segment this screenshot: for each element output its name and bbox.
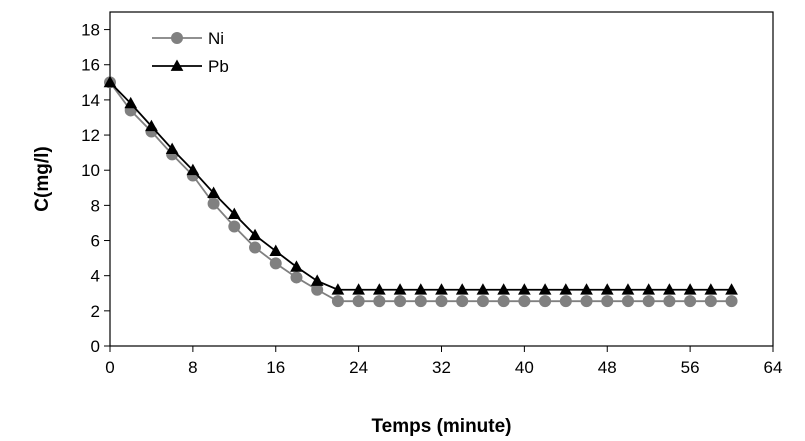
data-point-pb bbox=[621, 283, 635, 295]
data-point-pb bbox=[559, 283, 573, 295]
y-tick-label: 12 bbox=[81, 126, 100, 145]
data-point-pb bbox=[310, 274, 324, 286]
x-tick-label: 48 bbox=[598, 358, 617, 377]
data-point-pb bbox=[372, 283, 386, 295]
y-tick-label: 10 bbox=[81, 161, 100, 180]
y-tick-label: 14 bbox=[81, 91, 100, 110]
data-point-pb bbox=[435, 283, 448, 295]
legend-label-ni: Ni bbox=[208, 29, 224, 48]
data-point-ni bbox=[518, 295, 531, 308]
data-point-ni bbox=[663, 295, 676, 308]
x-tick-label: 8 bbox=[188, 358, 197, 377]
data-point-ni bbox=[269, 257, 282, 270]
data-point-ni bbox=[414, 295, 427, 308]
data-point-ni bbox=[476, 295, 489, 308]
data-point-pb bbox=[518, 283, 531, 295]
x-tick-label: 32 bbox=[432, 358, 451, 377]
data-point-pb bbox=[414, 283, 428, 295]
x-axis-title: Temps (minute) bbox=[371, 416, 511, 437]
data-point-ni bbox=[725, 295, 738, 308]
series-layer bbox=[103, 75, 738, 308]
data-point-ni bbox=[580, 295, 593, 308]
data-point-pb bbox=[352, 283, 365, 295]
y-tick-label: 18 bbox=[81, 21, 100, 40]
data-point-pb bbox=[331, 283, 345, 295]
x-tick-label: 40 bbox=[515, 358, 534, 377]
data-point-ni bbox=[539, 295, 552, 308]
series-ni bbox=[104, 76, 738, 308]
data-point-pb bbox=[269, 244, 283, 256]
data-point-pb bbox=[497, 283, 511, 295]
data-point-pb bbox=[186, 163, 200, 176]
y-tick-label: 8 bbox=[91, 196, 100, 215]
data-point-pb bbox=[683, 283, 697, 295]
data-point-ni bbox=[352, 295, 365, 308]
legend-item-pb: Pb bbox=[152, 57, 229, 76]
data-point-ni bbox=[394, 295, 407, 308]
data-point-ni bbox=[249, 241, 262, 254]
data-point-ni bbox=[435, 295, 448, 308]
data-point-pb bbox=[248, 228, 262, 241]
legend-label-pb: Pb bbox=[208, 57, 229, 76]
data-point-pb bbox=[227, 207, 241, 220]
data-point-pb bbox=[704, 283, 718, 295]
data-point-pb bbox=[725, 283, 738, 295]
data-point-ni bbox=[704, 295, 717, 308]
data-point-pb bbox=[145, 119, 158, 132]
data-point-pb bbox=[580, 283, 593, 295]
data-point-pb bbox=[642, 283, 656, 295]
data-point-pb bbox=[393, 283, 407, 295]
series-line-pb bbox=[109, 81, 732, 291]
legend-marker-pb bbox=[170, 59, 184, 71]
y-tick-label: 16 bbox=[81, 56, 100, 75]
data-point-ni bbox=[621, 295, 634, 308]
data-point-ni bbox=[456, 295, 469, 308]
legend: Ni Pb bbox=[152, 29, 229, 76]
x-tick-label: 16 bbox=[266, 358, 285, 377]
data-point-pb bbox=[538, 283, 552, 295]
x-tick-label: 0 bbox=[105, 358, 114, 377]
data-point-pb bbox=[663, 283, 676, 295]
data-point-ni bbox=[290, 271, 303, 284]
x-tick-label: 64 bbox=[764, 358, 783, 377]
data-point-ni bbox=[559, 295, 572, 308]
data-point-ni bbox=[207, 197, 220, 210]
data-point-pb bbox=[476, 283, 490, 295]
legend-item-ni: Ni bbox=[152, 29, 224, 48]
data-point-ni bbox=[601, 295, 614, 308]
data-point-ni bbox=[373, 295, 386, 308]
data-point-ni bbox=[311, 283, 324, 296]
legend-marker-ni bbox=[171, 32, 183, 44]
data-point-pb bbox=[290, 260, 303, 272]
x-tick-label: 24 bbox=[349, 358, 368, 377]
data-point-pb bbox=[103, 75, 117, 88]
x-tick-label: 56 bbox=[681, 358, 700, 377]
axes bbox=[104, 11, 774, 352]
y-tick-label: 2 bbox=[91, 302, 100, 321]
data-point-ni bbox=[497, 295, 510, 308]
data-point-pb bbox=[124, 96, 138, 109]
y-axis-title: C(mg/l) bbox=[32, 146, 53, 211]
y-tick-label: 0 bbox=[91, 337, 100, 356]
data-point-ni bbox=[684, 295, 697, 308]
data-point-ni bbox=[642, 295, 655, 308]
y-tick-label: 6 bbox=[91, 232, 100, 251]
data-point-pb bbox=[600, 283, 614, 295]
y-tick-label: 4 bbox=[91, 267, 100, 286]
data-point-ni bbox=[228, 220, 241, 233]
data-point-pb bbox=[165, 142, 179, 155]
series-line-ni bbox=[109, 81, 732, 303]
data-point-pb bbox=[207, 186, 220, 198]
data-point-ni bbox=[331, 295, 344, 308]
data-point-pb bbox=[455, 283, 469, 295]
series-pb bbox=[103, 75, 738, 295]
